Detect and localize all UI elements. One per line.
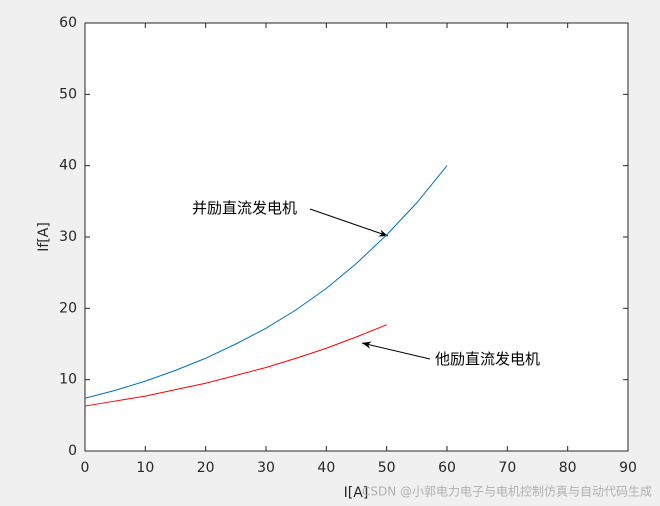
y-tick-label: 30 [59, 229, 77, 245]
y-tick-label: 0 [68, 443, 77, 459]
y-axis-label: If[A] [36, 222, 52, 252]
x-tick-label: 40 [317, 460, 335, 476]
y-tick-label: 40 [59, 158, 77, 174]
y-tick-label: 60 [59, 15, 77, 31]
y-tick-label: 50 [59, 86, 77, 102]
x-tick-label: 80 [559, 460, 577, 476]
series-line [84, 165, 448, 399]
x-tick-label: 0 [81, 460, 90, 476]
annotation-arrow [309, 208, 389, 237]
x-tick-label: 20 [197, 460, 215, 476]
y-tick-label: 10 [59, 372, 77, 388]
annotation: 并励直流发电机 [192, 199, 297, 217]
x-axis-label: I[A] [344, 485, 369, 501]
series-line [84, 324, 387, 407]
x-tick-label: 30 [257, 460, 275, 476]
plot-area [84, 22, 629, 452]
annotation-arrow [361, 341, 431, 360]
x-tick-label: 70 [498, 460, 516, 476]
annotation: 他励直流发电机 [435, 350, 540, 368]
y-tick-label: 20 [59, 300, 77, 316]
watermark: CSDN @小郭电力电子与电机控制仿真与自动代码生成 [362, 485, 652, 499]
x-tick-label: 50 [378, 460, 396, 476]
x-tick-label: 60 [438, 460, 456, 476]
x-tick-label: 10 [136, 460, 154, 476]
x-tick-label: 90 [619, 460, 637, 476]
